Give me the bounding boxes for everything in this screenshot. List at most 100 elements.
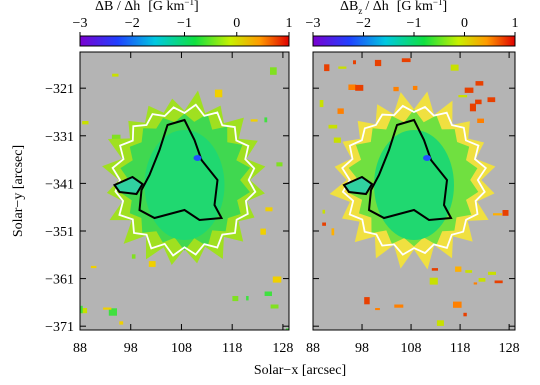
map-patch: [148, 261, 156, 267]
map-patch: [246, 296, 249, 301]
map-patch: [394, 304, 404, 308]
map-patch: [475, 99, 482, 105]
map-patch: [103, 307, 112, 310]
y-axis-label: Solar−y [arcsec]: [11, 145, 26, 237]
map-patch: [412, 85, 418, 90]
map-patch: [319, 100, 324, 108]
colorbar: [79, 35, 290, 47]
map-patch: [465, 270, 473, 273]
map-dark-spot: [193, 155, 202, 161]
map-patch: [82, 121, 89, 125]
x-axis-label: Solar−x [arcsec]: [254, 363, 346, 378]
colorbar-label: ΔB / Δh [G km−1]: [95, 0, 199, 14]
map-patch: [264, 117, 268, 123]
y-tick-label: −371: [45, 320, 74, 335]
x-tick-label: 88: [306, 341, 320, 356]
map-dark-spot: [423, 155, 431, 161]
map-patch: [393, 86, 399, 92]
map-patch: [276, 162, 283, 167]
colorbar-tick-label: −1: [177, 16, 192, 31]
map-patch: [322, 222, 326, 226]
y-tick-label: −361: [45, 273, 74, 288]
map-patch: [264, 291, 272, 296]
map-patch: [488, 271, 496, 275]
map-patch: [493, 213, 502, 216]
map-patch: [375, 308, 380, 311]
map-panel: [80, 52, 289, 330]
colorbar-tick-label: 0: [461, 16, 468, 31]
colorbar-tick-label: 1: [286, 16, 293, 31]
x-tick-label: 128: [499, 341, 520, 356]
map-patch: [453, 301, 462, 308]
map-patch: [436, 320, 444, 326]
map-patch: [475, 81, 484, 86]
x-tick-label: 108: [171, 341, 192, 356]
white-contour: [341, 104, 488, 256]
black-contour: [342, 175, 374, 196]
map-patch: [374, 59, 382, 67]
map-patch: [502, 210, 509, 216]
map-core: [374, 130, 454, 240]
map-patch: [331, 228, 335, 236]
map-patch: [450, 64, 459, 71]
map-patch: [478, 278, 486, 282]
map-patch: [477, 118, 484, 123]
colorbar-tick-label: −3: [306, 16, 321, 31]
map-patch: [328, 124, 338, 129]
map-panel: [313, 52, 515, 330]
colorbar-tick-label: −1: [407, 16, 422, 31]
map-patch: [473, 282, 478, 285]
map-patch: [260, 228, 266, 235]
map-frame: [79, 51, 290, 331]
map-patch: [458, 95, 468, 98]
colorbar-tick-label: −2: [356, 16, 371, 31]
map-frame: [312, 51, 516, 331]
y-tick-label: −321: [45, 82, 74, 97]
map-patch: [431, 268, 438, 271]
map-patch: [90, 265, 97, 269]
map-patch: [286, 328, 289, 330]
x-tick-label: 98: [124, 341, 138, 356]
map-patch: [355, 84, 364, 91]
map-patch: [322, 209, 326, 214]
map-core: [144, 130, 225, 240]
map-patch: [338, 66, 347, 69]
black-contour: [112, 175, 144, 196]
map-patch: [429, 277, 438, 285]
colorbar: [312, 35, 516, 47]
black-contour: [138, 118, 224, 222]
x-tick-label: 118: [222, 341, 242, 356]
map-patch: [112, 73, 119, 77]
map-patch: [455, 266, 462, 272]
colorbar-label: ΔBz / Δh [G km−1]: [340, 0, 447, 16]
map-patch: [469, 103, 476, 112]
x-tick-label: 118: [450, 341, 470, 356]
map-patch: [401, 58, 411, 63]
map-patch: [119, 321, 124, 325]
map-patch: [348, 84, 357, 90]
white-contour: [111, 103, 257, 257]
colorbar-tick-label: 1: [512, 16, 519, 31]
y-tick-label: −351: [45, 225, 74, 240]
colorbar-tick-label: −2: [125, 16, 140, 31]
y-tick-label: −341: [45, 177, 74, 192]
x-tick-label: 88: [73, 341, 87, 356]
map-patch: [80, 305, 83, 314]
black-contour: [367, 118, 453, 222]
colorbar-tick-label: −3: [73, 16, 88, 31]
map-patch: [270, 304, 279, 309]
y-tick-label: −331: [45, 130, 74, 145]
map-patch: [333, 137, 341, 143]
map-patch: [111, 134, 121, 140]
map-patch: [494, 280, 503, 284]
map-patch: [265, 207, 273, 212]
map-patch: [337, 108, 344, 114]
map-patch: [272, 276, 282, 283]
map-patch: [364, 297, 370, 305]
map-patch: [487, 97, 496, 103]
map-patch: [131, 254, 136, 259]
x-tick-label: 98: [355, 341, 369, 356]
colorbar-tick-label: 0: [233, 16, 240, 31]
map-patch: [324, 64, 330, 72]
